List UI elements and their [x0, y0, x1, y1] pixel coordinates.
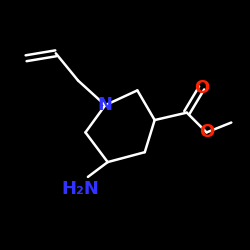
Text: O: O: [199, 124, 214, 142]
Text: N: N: [98, 96, 113, 114]
Text: O: O: [194, 79, 209, 97]
Text: H₂N: H₂N: [62, 180, 100, 198]
